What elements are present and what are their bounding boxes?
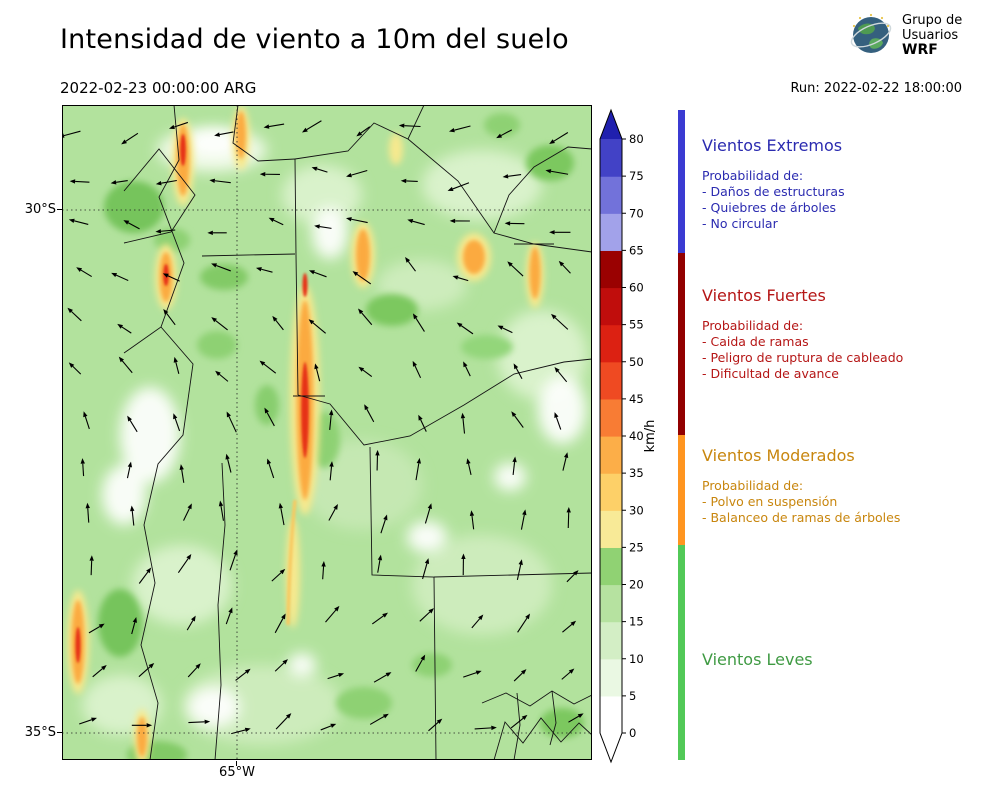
wind-arrows xyxy=(62,120,584,735)
globe-icon xyxy=(850,13,892,53)
light-wind-patches xyxy=(82,128,587,745)
legend-probability-label-fuertes: Probabilidad de: xyxy=(702,318,804,333)
legend-section-leves: Vientos Leves xyxy=(702,650,813,669)
wind-intensity-map xyxy=(62,105,592,760)
logo-line3: WRF xyxy=(902,41,938,58)
legend-strip-extremos xyxy=(678,110,685,253)
calm-white-patches xyxy=(102,130,586,727)
axis-tick-65w xyxy=(236,761,237,766)
logo-line1: Grupo de xyxy=(902,12,963,28)
legend-color-strip xyxy=(678,110,685,760)
legend-strip-moderados xyxy=(678,435,685,545)
svg-text:15: 15 xyxy=(629,615,644,629)
sierra-tail-ridge xyxy=(286,499,297,626)
legend-item-moderados-0: - Polvo en suspensión xyxy=(702,494,838,509)
svg-text:0: 0 xyxy=(629,726,636,740)
svg-text:60: 60 xyxy=(629,281,644,295)
axis-tick-30s xyxy=(57,209,62,210)
grid-lines xyxy=(62,105,592,760)
svg-text:35: 35 xyxy=(629,466,644,480)
legend-section-fuertes: Vientos Fuertes Probabilidad de: - Caida d… xyxy=(702,286,903,382)
legend-item-fuertes-1: - Peligro de ruptura de cableado xyxy=(702,350,904,365)
legend-section-extremos: Vientos Extremos Probabilidad de: - Daños … xyxy=(702,136,845,232)
svg-text:45: 45 xyxy=(629,392,644,406)
legend-strip-leves xyxy=(678,544,685,760)
svg-text:20: 20 xyxy=(629,578,644,592)
lat-label-30s: 30°S xyxy=(24,202,56,217)
legend-item-extremos-2: - No circular xyxy=(702,216,778,231)
lon-label-65w: 65°W xyxy=(219,765,255,780)
svg-text:65: 65 xyxy=(629,243,644,257)
svg-text:40: 40 xyxy=(629,429,644,443)
run-datetime-label: Run: 2022-02-22 18:00:00 xyxy=(790,81,962,96)
logo-text: Grupo de Usuarios WRF xyxy=(902,13,962,58)
lat-label-35s: 35°S xyxy=(24,725,56,740)
legend-item-fuertes-0: - Caida de ramas xyxy=(702,334,809,349)
valid-datetime-label: 2022-02-23 00:00:00 ARG xyxy=(60,79,257,97)
svg-text:10: 10 xyxy=(629,652,644,666)
svg-text:70: 70 xyxy=(629,206,644,220)
map-border xyxy=(62,105,592,760)
legend-title-extremos: Vientos Extremos xyxy=(702,136,843,155)
svg-text:30: 30 xyxy=(629,503,644,517)
svg-text:25: 25 xyxy=(629,540,644,554)
colorbar-unit-label: km/h xyxy=(643,419,658,453)
svg-text:50: 50 xyxy=(629,355,644,369)
legend-item-fuertes-2: - Dificultad de avance xyxy=(702,366,839,381)
axis-tick-35s xyxy=(57,732,62,733)
legend-probability-label-moderados: Probabilidad de: xyxy=(702,478,804,493)
legend-item-extremos-0: - Daños de estructuras xyxy=(702,184,845,199)
logo-line2: Usuarios xyxy=(902,27,959,43)
legend-strip-fuertes xyxy=(678,253,685,435)
legend-section-moderados: Vientos Moderados Probabilidad de: - Polvo… xyxy=(702,446,900,526)
svg-text:75: 75 xyxy=(629,169,644,183)
page-title: Intensidad de viento a 10m del suelo xyxy=(60,24,569,55)
wrf-users-group-logo: Grupo de Usuarios WRF xyxy=(848,12,962,58)
colorbar: 0 5 10 15 20 25 30 35 40 45 50 55 60 65 70 75 80 xyxy=(598,106,668,766)
svg-text:55: 55 xyxy=(629,318,644,332)
svg-text:80: 80 xyxy=(629,132,644,146)
legend-item-extremos-1: - Quiebres de árboles xyxy=(702,200,837,215)
province-boundaries xyxy=(123,105,592,760)
strong-wind-cores xyxy=(75,134,309,663)
map-frame xyxy=(62,105,592,760)
legend-probability-label-extremos: Probabilidad de: xyxy=(702,168,804,183)
legend-title-moderados: Vientos Moderados xyxy=(702,446,855,465)
colorbar-scale: 0 5 10 15 20 25 30 35 40 45 50 55 60 65 70 75 80 xyxy=(599,108,644,764)
legend: Vientos Extremos Probabilidad de: - Daños … xyxy=(702,110,994,760)
svg-text:5: 5 xyxy=(629,689,636,703)
legend-title-fuertes: Vientos Fuertes xyxy=(702,286,826,305)
legend-item-moderados-1: - Balanceo de ramas de árboles xyxy=(702,510,901,525)
legend-title-leves: Vientos Leves xyxy=(702,650,813,669)
